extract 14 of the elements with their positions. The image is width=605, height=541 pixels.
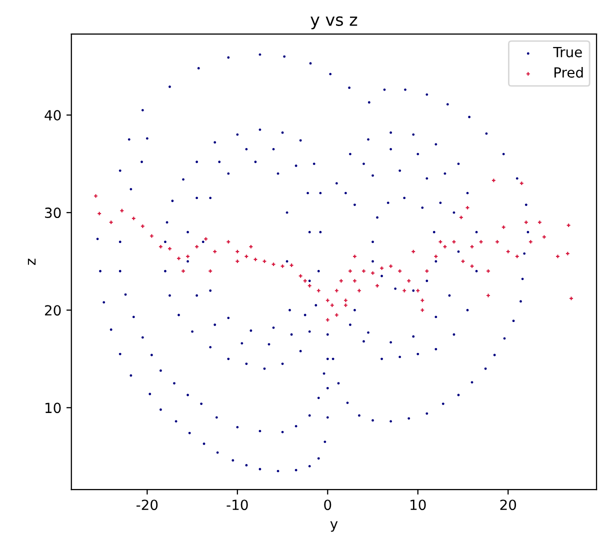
y-tick-label: 40 [44, 110, 61, 121]
y-tick-label: 30 [45, 208, 61, 218]
legend-label: Pred [554, 66, 583, 78]
x-tick-label: 20 [500, 500, 516, 510]
x-tick-label: 10 [410, 500, 426, 510]
y-axis-title: z [28, 258, 36, 265]
x-tick-label: -20 [136, 500, 158, 510]
x-tick-label: 0 [324, 500, 332, 510]
x-tick-label: -10 [226, 500, 248, 510]
chart-title: y vs z [310, 16, 358, 30]
x-axis-title: y [330, 521, 338, 532]
y-tick-label: 10 [46, 402, 61, 414]
y-tick-label: 20 [45, 305, 61, 316]
legend-label: True [553, 47, 582, 58]
